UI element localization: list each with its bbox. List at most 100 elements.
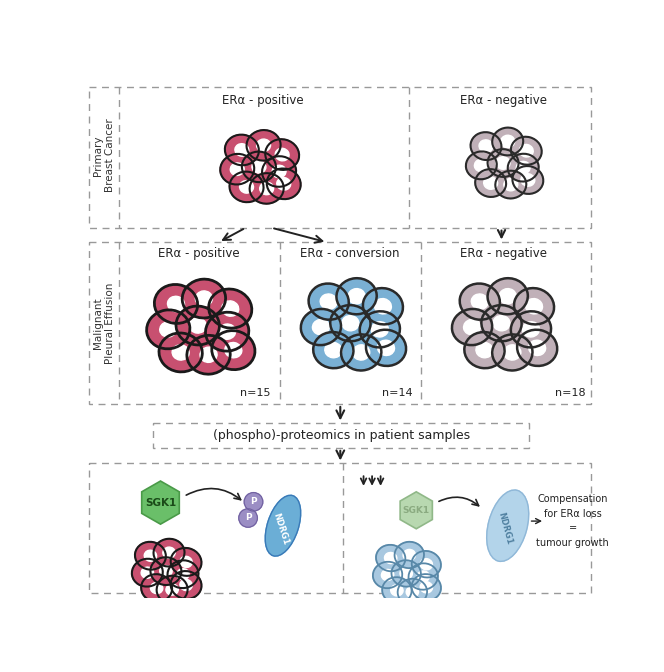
Ellipse shape: [511, 311, 551, 347]
Ellipse shape: [141, 574, 172, 602]
Text: (phospho)-proteomics in patient samples: (phospho)-proteomics in patient samples: [212, 429, 469, 442]
Text: Compensation
for ERα loss
=
tumour growth: Compensation for ERα loss = tumour growt…: [537, 494, 609, 548]
Ellipse shape: [260, 182, 274, 195]
Ellipse shape: [374, 298, 391, 314]
Text: ERα - positive: ERα - positive: [222, 94, 303, 107]
Ellipse shape: [313, 319, 329, 335]
Text: Primary
Breast Cancer: Primary Breast Cancer: [93, 118, 115, 192]
Ellipse shape: [180, 579, 193, 591]
Ellipse shape: [406, 587, 418, 597]
Ellipse shape: [508, 154, 539, 181]
Text: n=15: n=15: [240, 388, 270, 398]
Ellipse shape: [348, 288, 365, 304]
Ellipse shape: [151, 583, 163, 593]
Ellipse shape: [212, 331, 255, 370]
Ellipse shape: [172, 345, 189, 360]
Ellipse shape: [499, 288, 516, 304]
Ellipse shape: [250, 173, 284, 204]
Ellipse shape: [151, 557, 181, 585]
Ellipse shape: [337, 278, 376, 314]
Ellipse shape: [493, 316, 510, 331]
Ellipse shape: [394, 542, 424, 568]
Ellipse shape: [309, 284, 349, 320]
Ellipse shape: [479, 140, 493, 153]
Ellipse shape: [276, 149, 289, 161]
Ellipse shape: [392, 560, 421, 587]
Ellipse shape: [373, 562, 402, 588]
Ellipse shape: [341, 335, 381, 370]
Circle shape: [244, 493, 263, 511]
Ellipse shape: [476, 343, 493, 358]
Ellipse shape: [159, 333, 203, 372]
Text: SGK1: SGK1: [145, 497, 176, 507]
Ellipse shape: [412, 551, 441, 577]
Ellipse shape: [420, 582, 432, 593]
Ellipse shape: [230, 171, 264, 202]
Ellipse shape: [513, 166, 543, 194]
Ellipse shape: [496, 157, 510, 169]
Ellipse shape: [262, 156, 296, 187]
Ellipse shape: [265, 139, 299, 170]
Ellipse shape: [153, 539, 185, 566]
Ellipse shape: [160, 322, 177, 337]
Ellipse shape: [511, 136, 542, 165]
Ellipse shape: [200, 347, 217, 362]
Text: ERα - conversion: ERα - conversion: [300, 247, 399, 259]
Ellipse shape: [398, 579, 427, 605]
Ellipse shape: [265, 495, 301, 556]
Ellipse shape: [471, 132, 501, 160]
Ellipse shape: [267, 169, 301, 199]
Ellipse shape: [504, 178, 518, 191]
Ellipse shape: [492, 335, 533, 370]
Ellipse shape: [195, 291, 212, 306]
Text: NDRG1: NDRG1: [271, 511, 290, 546]
Ellipse shape: [403, 550, 416, 560]
Ellipse shape: [166, 584, 179, 595]
Ellipse shape: [466, 151, 497, 179]
Ellipse shape: [176, 306, 219, 345]
Ellipse shape: [400, 568, 412, 579]
Ellipse shape: [182, 279, 226, 318]
Ellipse shape: [187, 335, 230, 374]
Ellipse shape: [144, 550, 157, 561]
Ellipse shape: [464, 332, 505, 368]
Ellipse shape: [529, 340, 546, 355]
Ellipse shape: [342, 316, 359, 331]
Text: ERα - positive: ERα - positive: [159, 247, 240, 259]
Ellipse shape: [167, 296, 185, 312]
Ellipse shape: [382, 577, 412, 603]
Ellipse shape: [154, 284, 198, 323]
Ellipse shape: [516, 161, 530, 174]
Ellipse shape: [189, 318, 207, 333]
Ellipse shape: [378, 340, 394, 355]
Text: ERα - negative: ERα - negative: [460, 94, 547, 107]
Ellipse shape: [225, 343, 242, 358]
Ellipse shape: [412, 574, 441, 601]
Ellipse shape: [514, 288, 554, 325]
Ellipse shape: [171, 548, 201, 576]
Ellipse shape: [475, 169, 506, 197]
Ellipse shape: [483, 177, 497, 190]
Circle shape: [239, 509, 258, 528]
Text: P: P: [250, 497, 257, 506]
Ellipse shape: [504, 345, 521, 360]
Ellipse shape: [252, 161, 266, 173]
Ellipse shape: [390, 585, 403, 596]
Ellipse shape: [417, 571, 430, 582]
Ellipse shape: [301, 309, 341, 345]
Ellipse shape: [277, 177, 291, 190]
Bar: [153, 423, 529, 448]
Ellipse shape: [242, 152, 276, 182]
Ellipse shape: [141, 567, 153, 578]
Ellipse shape: [519, 144, 533, 157]
Ellipse shape: [523, 322, 539, 337]
Bar: [89, 463, 592, 593]
Ellipse shape: [384, 552, 397, 564]
Ellipse shape: [220, 154, 254, 185]
Ellipse shape: [132, 558, 163, 587]
Text: SGK1: SGK1: [402, 506, 430, 515]
Ellipse shape: [325, 343, 342, 358]
Ellipse shape: [160, 566, 172, 577]
Ellipse shape: [167, 560, 199, 588]
Text: NDRG1: NDRG1: [496, 511, 513, 546]
